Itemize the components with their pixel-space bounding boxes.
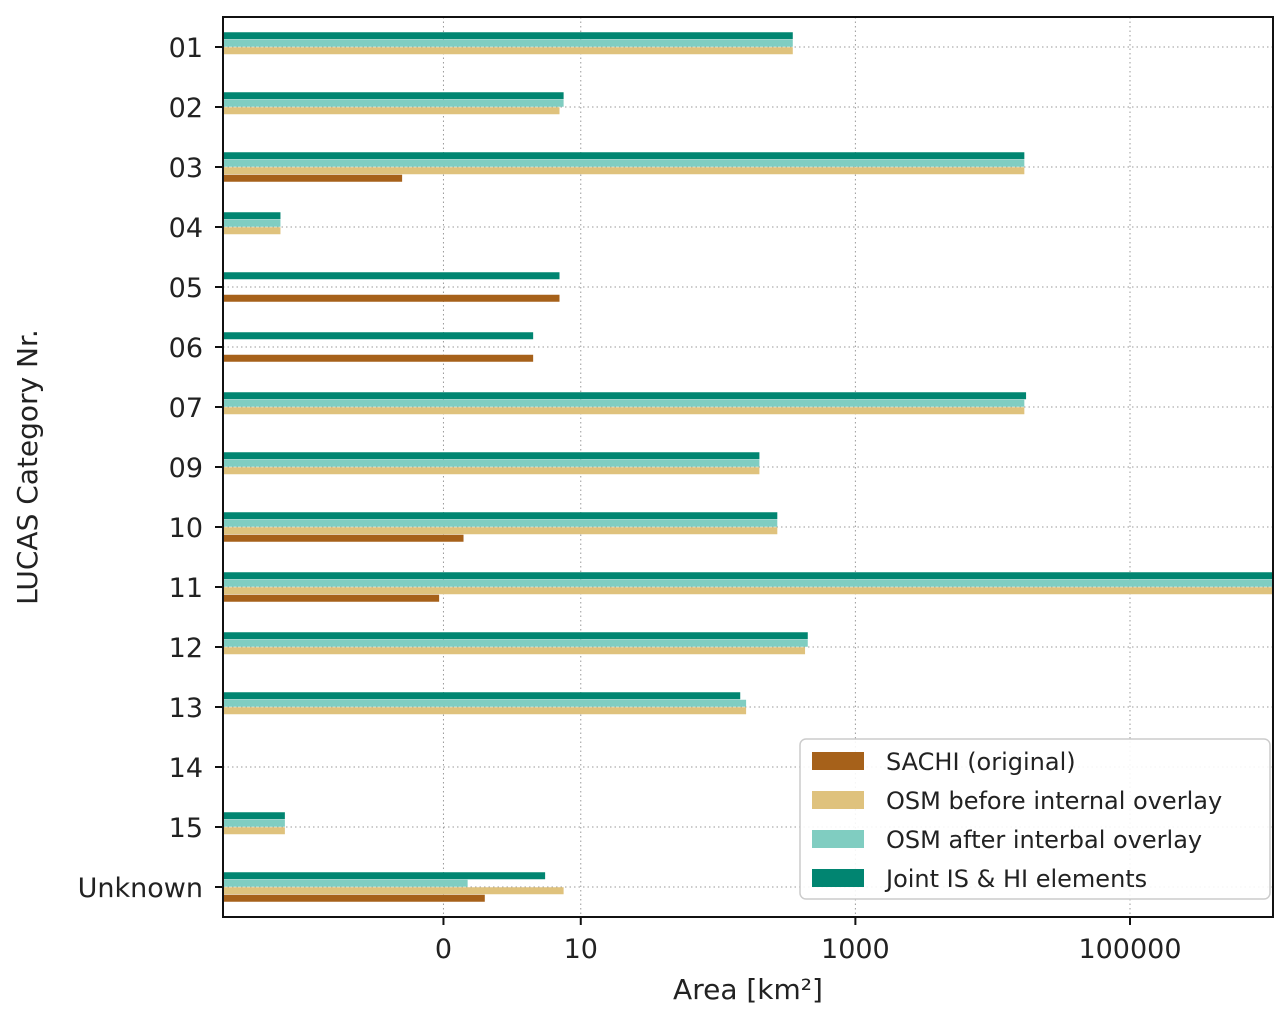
y-tick-label: 05 xyxy=(169,273,203,304)
bar xyxy=(223,879,468,887)
bar xyxy=(223,174,403,182)
y-tick-label: 04 xyxy=(169,213,203,244)
y-tick-label: 03 xyxy=(169,153,203,184)
y-tick-label: 06 xyxy=(169,333,203,364)
x-axis-label: Area [km²] xyxy=(673,973,823,1006)
legend-swatch xyxy=(812,791,864,809)
legend-label: SACHI (original) xyxy=(886,748,1076,776)
bar xyxy=(223,407,1025,415)
x-tick-label: 100000 xyxy=(1078,934,1181,965)
bar xyxy=(223,894,485,902)
legend-box xyxy=(799,738,1271,900)
legend-label: OSM before internal overlay xyxy=(886,787,1222,815)
bar xyxy=(223,639,808,647)
bar xyxy=(223,219,281,227)
legend-label: OSM after interbal overlay xyxy=(886,826,1202,854)
bar xyxy=(223,819,285,827)
legend-label: Joint IS & HI elements xyxy=(884,865,1147,893)
y-tick-label: 01 xyxy=(169,33,203,64)
y-tick-label: 09 xyxy=(169,453,203,484)
bar xyxy=(223,332,534,340)
bar xyxy=(223,872,546,880)
bar xyxy=(223,827,285,835)
x-tick-label: 1000 xyxy=(821,934,890,965)
y-tick-label: 12 xyxy=(169,633,203,664)
bar xyxy=(223,92,564,100)
bar xyxy=(223,32,793,40)
y-axis-label: LUCAS Category Nr. xyxy=(11,329,44,605)
bar xyxy=(223,47,793,55)
bar xyxy=(223,227,281,235)
bar xyxy=(223,572,1273,580)
bar xyxy=(223,212,281,220)
y-tick-label: 11 xyxy=(169,573,203,604)
legend-swatch xyxy=(812,869,864,887)
y-tick-label: Unknown xyxy=(78,873,203,904)
bar xyxy=(223,632,808,640)
legend-swatch xyxy=(812,830,864,848)
legend: SACHI (original) OSM before internal over… xyxy=(799,738,1271,900)
bar xyxy=(223,159,1025,167)
y-tick-label: 14 xyxy=(169,753,203,784)
bar xyxy=(223,647,806,655)
bar xyxy=(223,467,760,475)
bar xyxy=(223,692,741,700)
bar xyxy=(223,707,747,715)
bar xyxy=(223,459,760,467)
bar xyxy=(223,587,1273,595)
y-tick-label: 15 xyxy=(169,813,203,844)
y-tick-label: 10 xyxy=(169,513,203,544)
y-tick-label: 02 xyxy=(169,93,203,124)
y-tick-label: 07 xyxy=(169,393,203,424)
bar xyxy=(223,107,560,115)
bar xyxy=(223,534,464,542)
bar xyxy=(223,272,560,280)
legend-swatch xyxy=(812,752,864,770)
bar xyxy=(223,167,1025,175)
bar xyxy=(223,519,778,527)
bar xyxy=(223,527,778,535)
bar xyxy=(223,294,560,302)
y-tick-label: 13 xyxy=(169,693,203,724)
x-tick-label: 10 xyxy=(564,934,598,965)
bar xyxy=(223,887,564,895)
bar xyxy=(223,99,564,107)
bar xyxy=(223,812,285,820)
bar xyxy=(223,699,747,707)
bar xyxy=(223,512,778,520)
bar xyxy=(223,39,793,47)
bar xyxy=(223,399,1025,407)
bar xyxy=(223,354,534,362)
bar xyxy=(223,452,760,460)
bar xyxy=(223,392,1027,400)
x-tick-label: 0 xyxy=(435,934,452,965)
bar xyxy=(223,579,1273,587)
bar xyxy=(223,152,1025,160)
bar xyxy=(223,594,440,602)
